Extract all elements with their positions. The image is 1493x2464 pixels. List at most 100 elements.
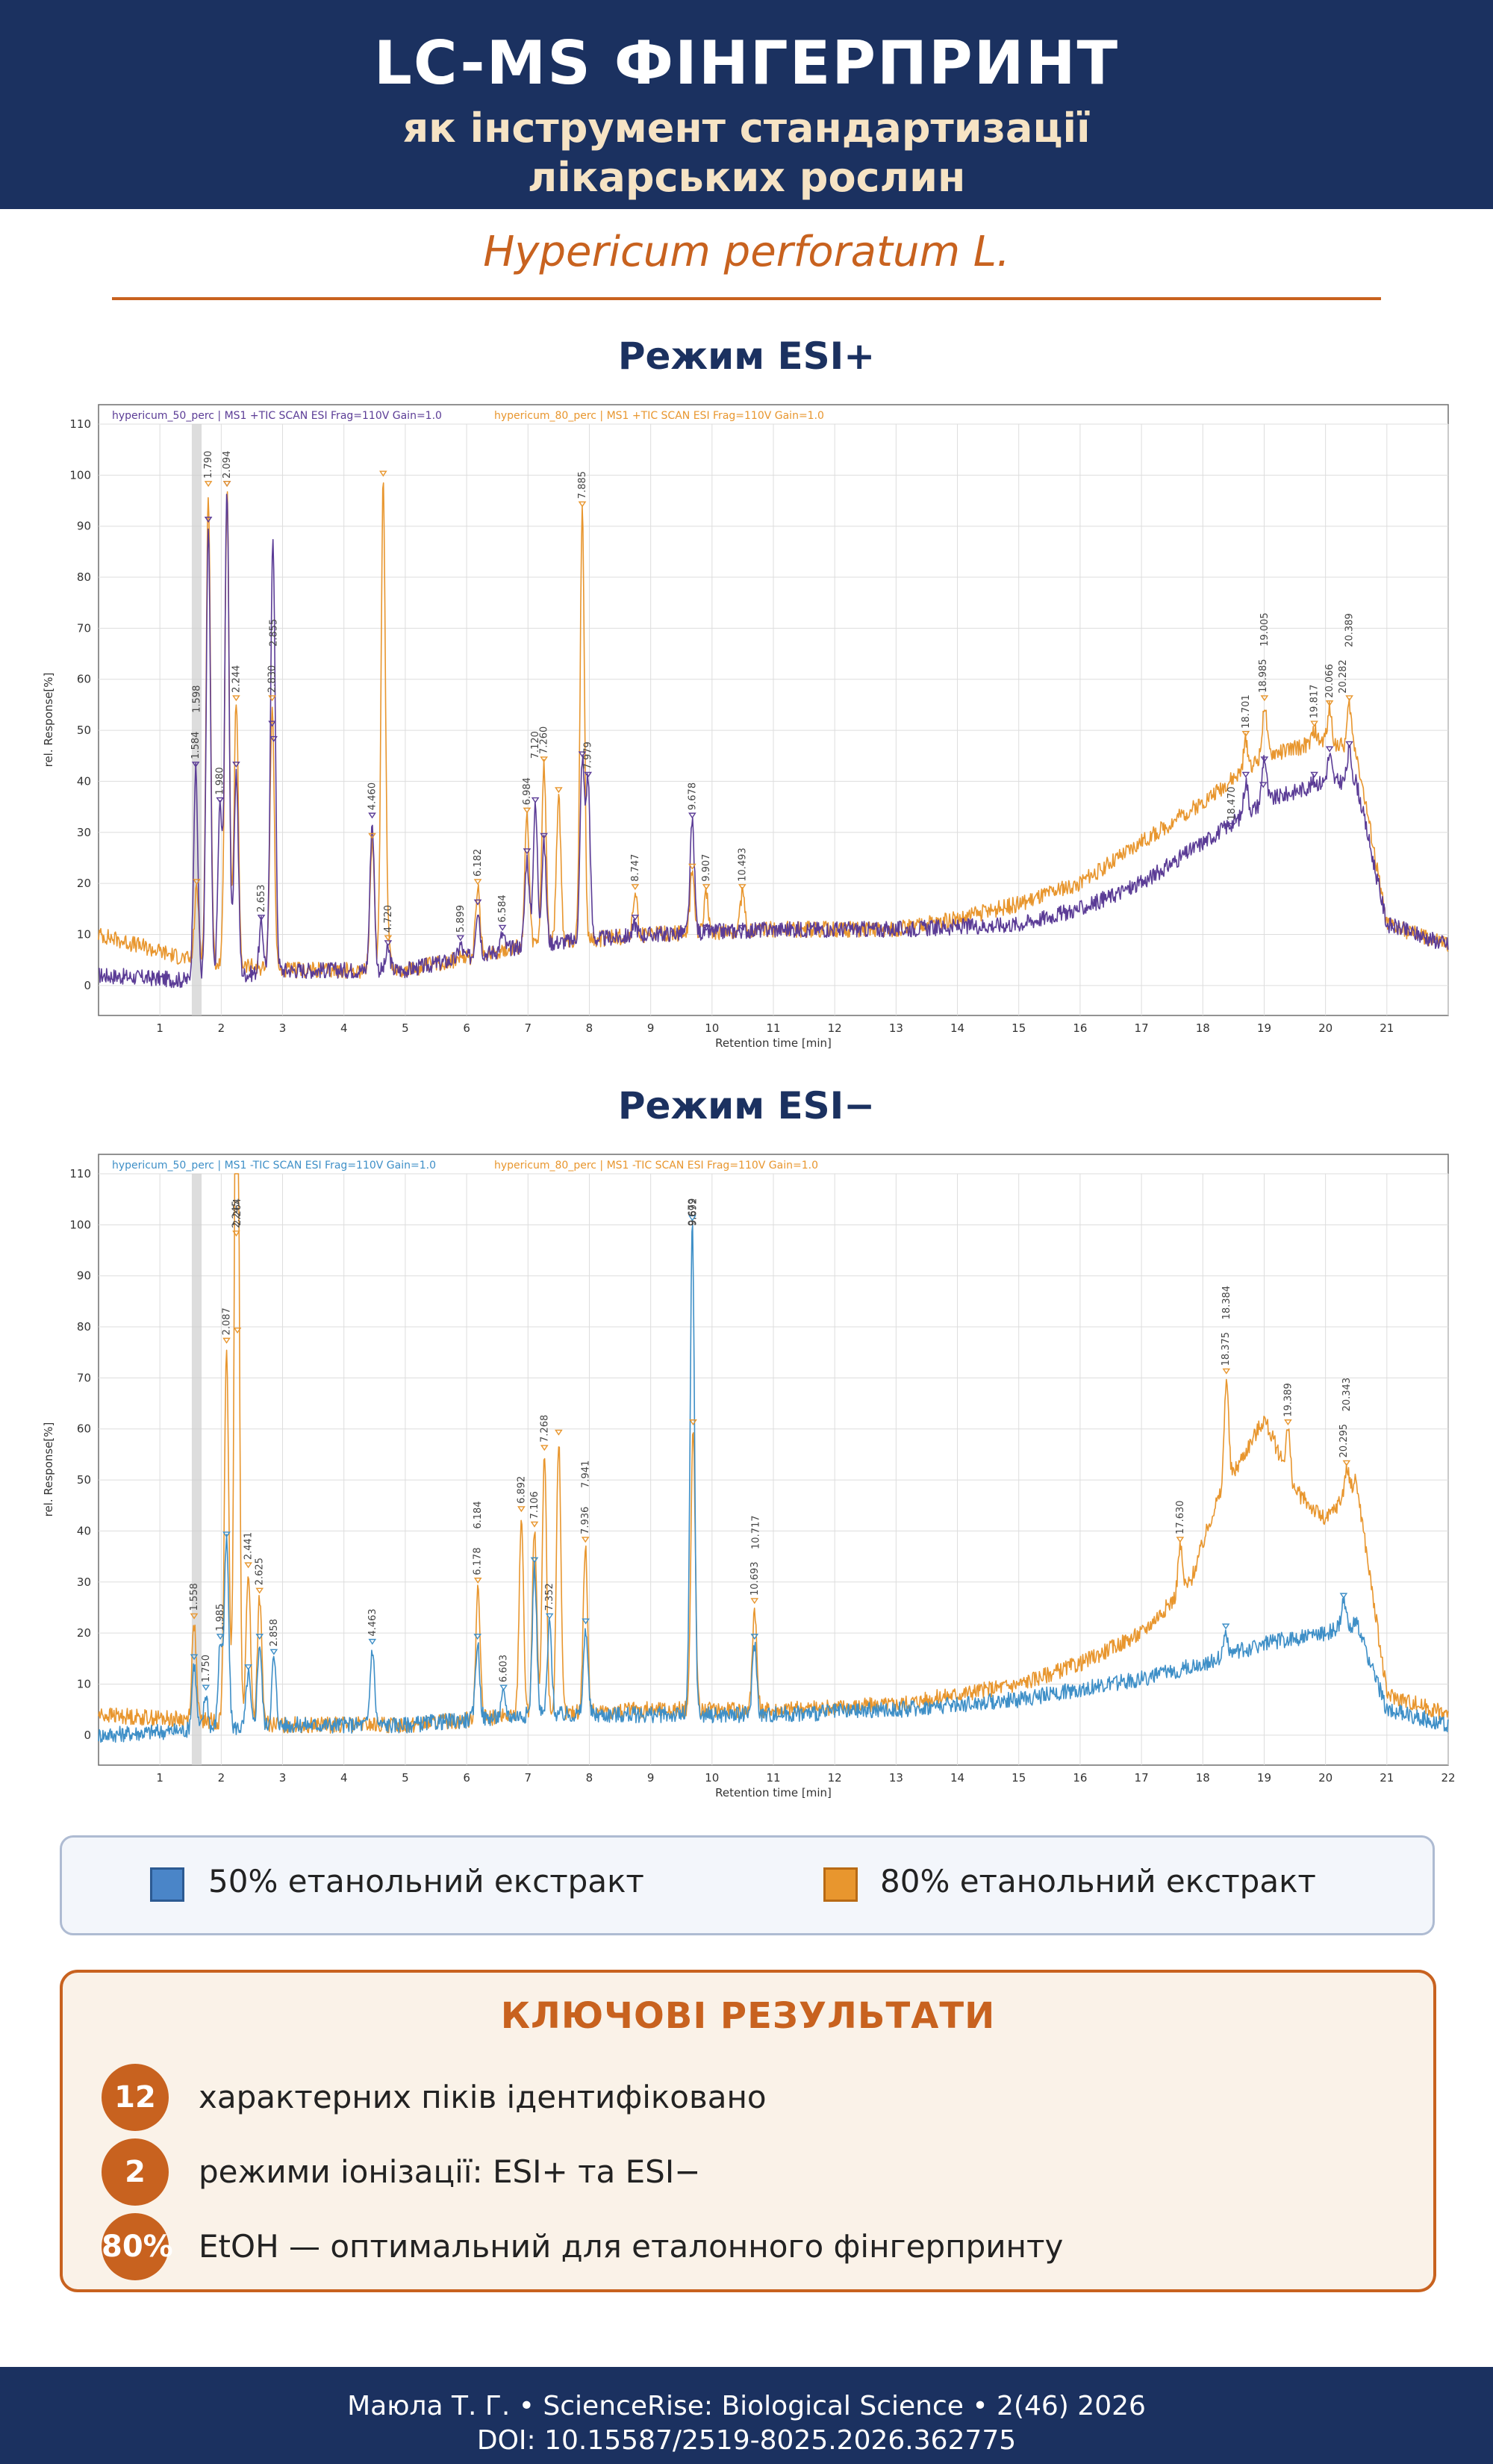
peak-rt-label: 18.375 — [1221, 1332, 1232, 1366]
peak-rt-label: 20.389 — [1344, 613, 1356, 647]
peak-marker — [1241, 771, 1250, 778]
peak-rt-label: 2.441 — [243, 1532, 255, 1560]
peak-marker — [1339, 1593, 1348, 1599]
peak-rt-label: 19.005 — [1259, 612, 1271, 647]
peak-marker — [190, 1654, 199, 1661]
peak-rt-label: 2.830 — [267, 665, 278, 693]
peak-rt-label: 7.352 — [544, 1583, 555, 1611]
peak-marker — [631, 884, 640, 891]
peak-marker — [738, 924, 746, 931]
peak-marker — [268, 695, 276, 702]
peak-marker — [190, 1613, 199, 1620]
peak-rt-label: 1.558 — [189, 1583, 200, 1611]
series-legend-entry: hypericum_80_perc | MS1 +TIC SCAN ESI Fr… — [494, 410, 824, 422]
peak-marker — [473, 879, 482, 886]
x-tick-label: 6 — [463, 1021, 470, 1035]
peak-marker — [1176, 1537, 1185, 1543]
peak-marker — [1227, 823, 1236, 830]
peak-marker — [688, 812, 696, 819]
x-tick-label: 20 — [1318, 1021, 1333, 1035]
x-tick-label: 1 — [156, 1021, 163, 1035]
peak-rt-label: 6.603 — [499, 1655, 510, 1682]
peak-rt-label: 7.885 — [577, 471, 588, 499]
peak-marker — [702, 924, 711, 931]
peak-rt-label: 4.463 — [367, 1608, 378, 1636]
peak-marker — [255, 1587, 264, 1594]
peak-marker — [384, 935, 393, 942]
peak-marker — [540, 833, 548, 839]
peak-marker — [631, 915, 640, 921]
x-tick-label: 21 — [1380, 1771, 1394, 1785]
result-text-3: EtOH — оптимальний для еталонного фінгер… — [199, 2228, 1064, 2265]
legend-swatch-80 — [823, 1867, 858, 1902]
x-tick-label: 5 — [402, 1021, 409, 1035]
peak-marker — [499, 1684, 508, 1691]
peak-marker — [738, 884, 746, 891]
peak-marker — [473, 1577, 482, 1584]
peak-marker — [244, 1664, 252, 1671]
y-tick-label: 40 — [77, 1524, 91, 1537]
x-tick-label: 9 — [647, 1021, 655, 1035]
x-tick-label: 16 — [1073, 1771, 1087, 1785]
y-tick-label: 30 — [77, 826, 91, 839]
result-badge-2: 2 — [102, 2138, 169, 2206]
peak-marker — [1310, 771, 1318, 778]
peak-rt-label: 1.598 — [191, 685, 202, 713]
peak-rt-label: 2.653 — [256, 885, 267, 912]
peak-rt-label: 18.985 — [1258, 659, 1269, 693]
peak-marker — [233, 1328, 242, 1334]
x-tick-label: 12 — [828, 1021, 842, 1035]
peak-marker — [523, 807, 532, 814]
peak-marker — [702, 884, 711, 891]
x-tick-label: 18 — [1196, 1771, 1210, 1785]
trace-50-percent — [98, 1225, 1449, 1743]
peak-marker — [202, 1684, 211, 1691]
peak-rt-label: 1.584 — [190, 732, 202, 759]
x-tick-label: 10 — [705, 1771, 719, 1785]
peak-rt-label: 9.907 — [701, 854, 712, 882]
peak-marker — [232, 695, 240, 702]
peak-marker — [689, 1419, 697, 1426]
peak-marker — [581, 1537, 590, 1543]
series-legend-entry: hypericum_50_perc | MS1 +TIC SCAN ESI Fr… — [112, 410, 442, 422]
y-tick-label: 20 — [77, 877, 91, 890]
x-tick-label: 7 — [524, 1021, 532, 1035]
peak-rt-label: 2.245 — [231, 1201, 242, 1228]
trace-50-percent — [98, 494, 1449, 989]
peak-rt-label: 6.184 — [473, 1501, 484, 1528]
peak-rt-label: 6.584 — [497, 895, 508, 922]
legend-label-80: 80% етанольний екстракт — [880, 1863, 1316, 1900]
y-tick-label: 50 — [77, 1473, 91, 1487]
peak-marker — [498, 924, 507, 931]
peak-marker — [368, 812, 376, 819]
peak-marker — [368, 1638, 377, 1645]
y-tick-label: 100 — [69, 1218, 91, 1231]
species-name: Hypericum perforatum L. — [483, 228, 1010, 276]
series-legend-entry: hypericum_50_perc | MS1 -TIC SCAN ESI Fr… — [112, 1160, 436, 1172]
peak-rt-label: 17.630 — [1175, 1500, 1186, 1534]
peak-marker — [204, 516, 213, 523]
result-text-2: режими іонізації: ESI+ та ESI− — [199, 2153, 701, 2190]
peak-marker — [473, 899, 482, 906]
peak-rt-label: 1.980 — [215, 767, 226, 794]
x-tick-label: 13 — [889, 1021, 903, 1035]
peak-marker — [255, 1634, 264, 1640]
peak-rt-label: 9.678 — [687, 783, 698, 810]
key-results-panel: КЛЮЧОВІ РЕЗУЛЬТАТИ 12 характерних піків … — [60, 1970, 1436, 2292]
peak-marker — [1345, 695, 1353, 702]
peak-marker — [1241, 731, 1250, 738]
solvent-front-band — [191, 424, 202, 1015]
y-tick-label: 100 — [69, 468, 91, 482]
x-tick-label: 14 — [950, 1771, 964, 1785]
peak-marker — [555, 787, 563, 794]
x-tick-label: 4 — [340, 1771, 348, 1785]
result-badge-1: 12 — [102, 2064, 169, 2131]
peak-marker — [379, 470, 387, 477]
peak-rt-label: 20.282 — [1338, 659, 1349, 694]
peak-marker — [1222, 1368, 1231, 1375]
chart-title-esi-neg: Режим ESI− — [617, 1084, 876, 1127]
y-tick-label: 110 — [69, 417, 91, 431]
page-header: LC-MS ФІНГЕРПРИНТ як інструмент стандарт… — [0, 0, 1493, 209]
